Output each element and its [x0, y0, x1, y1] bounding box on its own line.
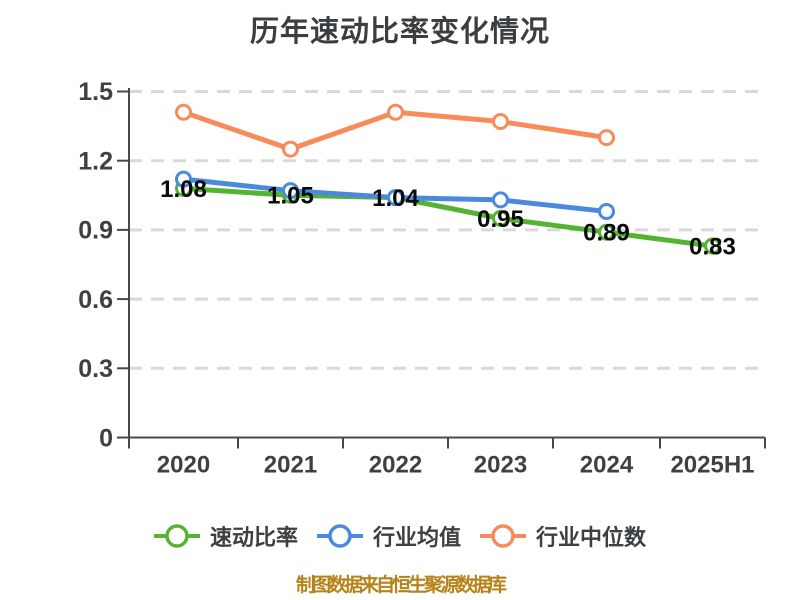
- legend-label: 行业中位数: [536, 525, 647, 550]
- data-label: 0.95: [477, 206, 524, 233]
- data-label: 1.08: [160, 176, 207, 203]
- data-point-行业均值: [387, 189, 404, 207]
- data-label: 0.89: [583, 220, 630, 247]
- chart-legend: 速动比率 行业均值 行业中位数: [0, 520, 800, 552]
- legend-marker-icon: [480, 524, 526, 548]
- data-point-行业均值: [492, 191, 509, 209]
- y-axis-tick-label: 1.5: [78, 78, 113, 106]
- data-label: 1.05: [267, 183, 314, 210]
- chart-title: 历年速动比率变化情况: [249, 16, 550, 48]
- data-point-行业均值: [175, 170, 192, 188]
- series-line-速动比率: [181, 185, 715, 249]
- source-note: 制图数据来自恒生聚源数据库: [295, 575, 507, 596]
- legend-marker-icon: [316, 524, 363, 548]
- data-point-速动比率: [598, 223, 615, 241]
- x-axis-category-label: 2023: [474, 451, 527, 478]
- y-axis-tick-label: 1.2: [78, 147, 113, 175]
- data-point-行业中位数: [175, 103, 192, 121]
- data-point-行业中位数: [598, 129, 615, 147]
- line-chart-plot: 0 0.3 0.6 0.9 1.2 1.5 2020 2021 2022 2023 2024 2025…: [78, 78, 766, 478]
- x-axis-category-label: 2021: [264, 451, 317, 478]
- legend-label: 行业均值: [372, 525, 461, 550]
- y-axis-tick-label: 0.6: [78, 286, 113, 314]
- x-axis-category-label: 2025H1: [670, 451, 754, 478]
- y-axis-tick-label: 0.9: [78, 217, 113, 245]
- y-axis-tick-label: 0: [99, 424, 113, 452]
- data-label: 1.04: [372, 185, 419, 212]
- legend-item-行业中位数[interactable]: 行业中位数: [480, 520, 646, 552]
- data-label: 0.83: [689, 233, 736, 260]
- data-point-速动比率: [704, 237, 721, 255]
- x-axis-category-label: 2022: [369, 451, 422, 478]
- legend-item-速动比率[interactable]: 速动比率: [153, 520, 298, 552]
- data-point-行业均值: [282, 182, 299, 200]
- x-axis-category-label: 2024: [580, 451, 634, 478]
- legend-marker-icon: [153, 524, 200, 548]
- legend-label: 速动比率: [209, 525, 298, 550]
- data-point-行业中位数: [492, 112, 509, 130]
- legend-item-行业均值[interactable]: 行业均值: [316, 520, 461, 552]
- x-axis-category-label: 2020: [157, 451, 210, 478]
- data-point-行业中位数: [387, 103, 404, 121]
- data-point-行业中位数: [282, 140, 299, 158]
- data-point-速动比率: [492, 209, 509, 227]
- y-axis-tick-label: 0.3: [78, 355, 113, 383]
- data-point-行业均值: [598, 202, 615, 220]
